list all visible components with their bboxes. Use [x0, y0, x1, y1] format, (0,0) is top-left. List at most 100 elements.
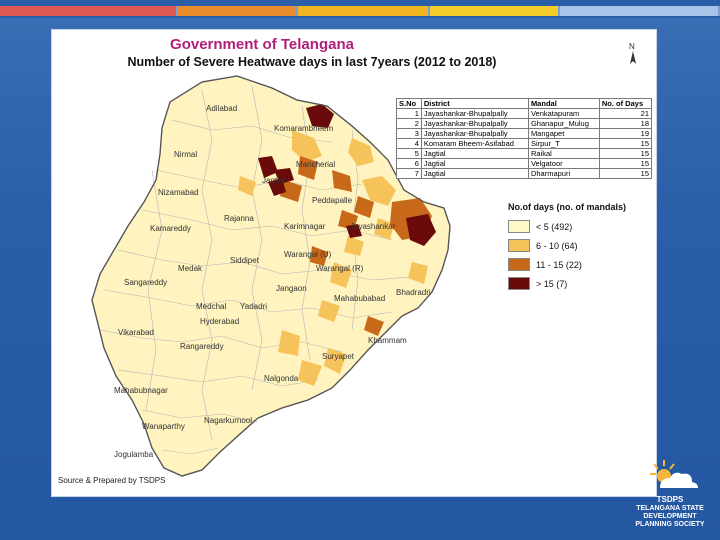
table-row: 1 Jayashankar-Bhupalpally Venkatapuram 2…	[396, 108, 653, 119]
table-cell: 18	[598, 118, 653, 129]
place-label: Sangareddy	[124, 278, 168, 287]
source-note: Source & Prepared by TSDPS	[58, 476, 166, 485]
table-cell: Sirpur_T	[527, 138, 600, 149]
telangana-heatwave-map	[91, 75, 451, 477]
legend-item: > 15 (7)	[508, 274, 656, 293]
table-cell: Jagtial	[420, 148, 529, 159]
table-cell: Jayashankar-Bhupalpally	[420, 118, 529, 129]
map-title: Government of Telangana	[170, 36, 354, 53]
logo-text: DEVELOPMENT	[643, 513, 697, 520]
place-label: Suryapet	[322, 352, 355, 361]
table-row: 5 Jagtial Raikal 15	[396, 148, 653, 159]
table-cell: 15	[598, 158, 653, 169]
table-cell: Mangapet	[527, 128, 600, 139]
legend-swatch	[508, 239, 530, 252]
legend-label: < 5 (492)	[536, 221, 573, 232]
legend-title: No.of days (no. of mandals)	[508, 202, 627, 212]
top-bar-segment-amber	[298, 6, 430, 16]
place-label: Medak	[178, 264, 203, 273]
table-cell: 1	[396, 108, 422, 119]
place-label: Khammam	[368, 336, 407, 345]
logo-text: PLANNING SOCIETY	[635, 521, 705, 528]
legend-item: < 5 (492)	[508, 217, 656, 236]
top-bar-segment-red	[0, 6, 178, 16]
place-label: Mahabubabad	[334, 294, 386, 303]
top-mandals-table: S.No District Mandal No. of Days 1 Jayas…	[396, 98, 653, 179]
north-arrow-icon: N	[629, 42, 636, 64]
top-bar-segment-blue	[560, 6, 720, 16]
table-cell: Velgatoor	[527, 158, 600, 169]
table-cell: Jayashankar-Bhupalpally	[420, 128, 529, 139]
col-header: S.No	[396, 98, 422, 109]
table-cell: 2	[396, 118, 422, 129]
place-label: Mancherial	[296, 160, 336, 169]
place-label: Warangal (R)	[316, 264, 364, 273]
table-cell: 21	[598, 108, 653, 119]
table-cell: 6	[396, 158, 422, 169]
table-cell: Jagtial	[420, 168, 529, 179]
place-label: Wanaparthy	[142, 422, 185, 431]
table-cell: 15	[598, 148, 653, 159]
table-cell: 7	[396, 168, 422, 179]
legend-swatch	[508, 277, 530, 290]
table-cell: Jayashankar-Bhupalpally	[420, 108, 529, 119]
table-cell: 15	[598, 138, 653, 149]
legend-swatch	[508, 258, 530, 271]
legend-label: > 15 (7)	[536, 278, 568, 289]
table-cell: Jagtial	[420, 158, 529, 169]
place-label: Vikarabad	[118, 328, 154, 337]
col-header: District	[420, 98, 529, 109]
place-label: Rajanna	[224, 214, 254, 223]
map-legend: No.of days (no. of mandals) < 5 (492) 6 …	[508, 202, 656, 293]
table-cell: 4	[396, 138, 422, 149]
svg-text:N: N	[629, 42, 635, 51]
table-row: 6 Jagtial Velgatoor 15	[396, 158, 653, 169]
map-subtitle: Number of Severe Heatwave days in last 7…	[127, 55, 497, 69]
legend-label: 6 - 10 (64)	[536, 240, 578, 251]
place-label: Nirmal	[174, 150, 198, 159]
heat-extreme-zones	[258, 104, 436, 246]
table-row: 2 Jayashankar-Bhupalpally Ghanapur_Mulug…	[396, 118, 653, 129]
map-slide: Government of Telangana Number of Severe…	[51, 29, 657, 497]
legend-swatch	[508, 220, 530, 233]
place-label: Nalgonda	[264, 374, 299, 383]
legend-item: 11 - 15 (22)	[508, 255, 656, 274]
table-cell: 15	[598, 168, 653, 179]
top-bar-segment-yellow	[430, 6, 560, 16]
place-label: Jangaon	[276, 284, 307, 293]
place-label: Medchal	[196, 302, 227, 311]
table-header-row: S.No District Mandal No. of Days	[396, 98, 653, 109]
table-cell: 19	[598, 128, 653, 139]
place-label: Peddapalle	[312, 196, 353, 205]
legend-label: 11 - 15 (22)	[536, 259, 582, 270]
place-label: Jagtial	[262, 176, 286, 185]
table-row: 4 Komaram Bheem-Asifabad Sirpur_T 15	[396, 138, 653, 149]
table-cell: Dharmapuri	[527, 168, 600, 179]
place-label: Mahabubnagar	[114, 386, 168, 395]
logo-text: TSDPS	[656, 495, 684, 504]
table-cell: 3	[396, 128, 422, 139]
heat-mid-zones	[238, 130, 428, 386]
table-row: 3 Jayashankar-Bhupalpally Mangapet 19	[396, 128, 653, 139]
place-label: Bhadradri	[396, 288, 431, 297]
place-label: Nagarkurnool	[204, 416, 253, 425]
sun-cloud-icon	[650, 460, 698, 488]
place-label: Adilabad	[206, 104, 238, 113]
table-cell: Venkatapuram	[527, 108, 600, 119]
place-label: Yadadri	[240, 302, 267, 311]
place-label: Siddipet	[230, 256, 259, 265]
col-header: Mandal	[527, 98, 600, 109]
top-bar-segment-orange	[178, 6, 298, 16]
place-label: Nizamabad	[158, 188, 199, 197]
place-label: Warangal (U)	[284, 250, 332, 259]
place-label: Rangareddy	[180, 342, 224, 351]
legend-item: 6 - 10 (64)	[508, 236, 656, 255]
table-cell: Raikal	[527, 148, 600, 159]
table-cell: Komaram Bheem-Asifabad	[420, 138, 529, 149]
state-outline-border	[91, 75, 451, 477]
table-cell: 5	[396, 148, 422, 159]
place-label: Kamareddy	[150, 224, 191, 233]
col-header: No. of Days	[598, 98, 653, 109]
table-row: 7 Jagtial Dharmapuri 15	[396, 168, 653, 179]
place-label: Jogulamba	[114, 450, 154, 459]
